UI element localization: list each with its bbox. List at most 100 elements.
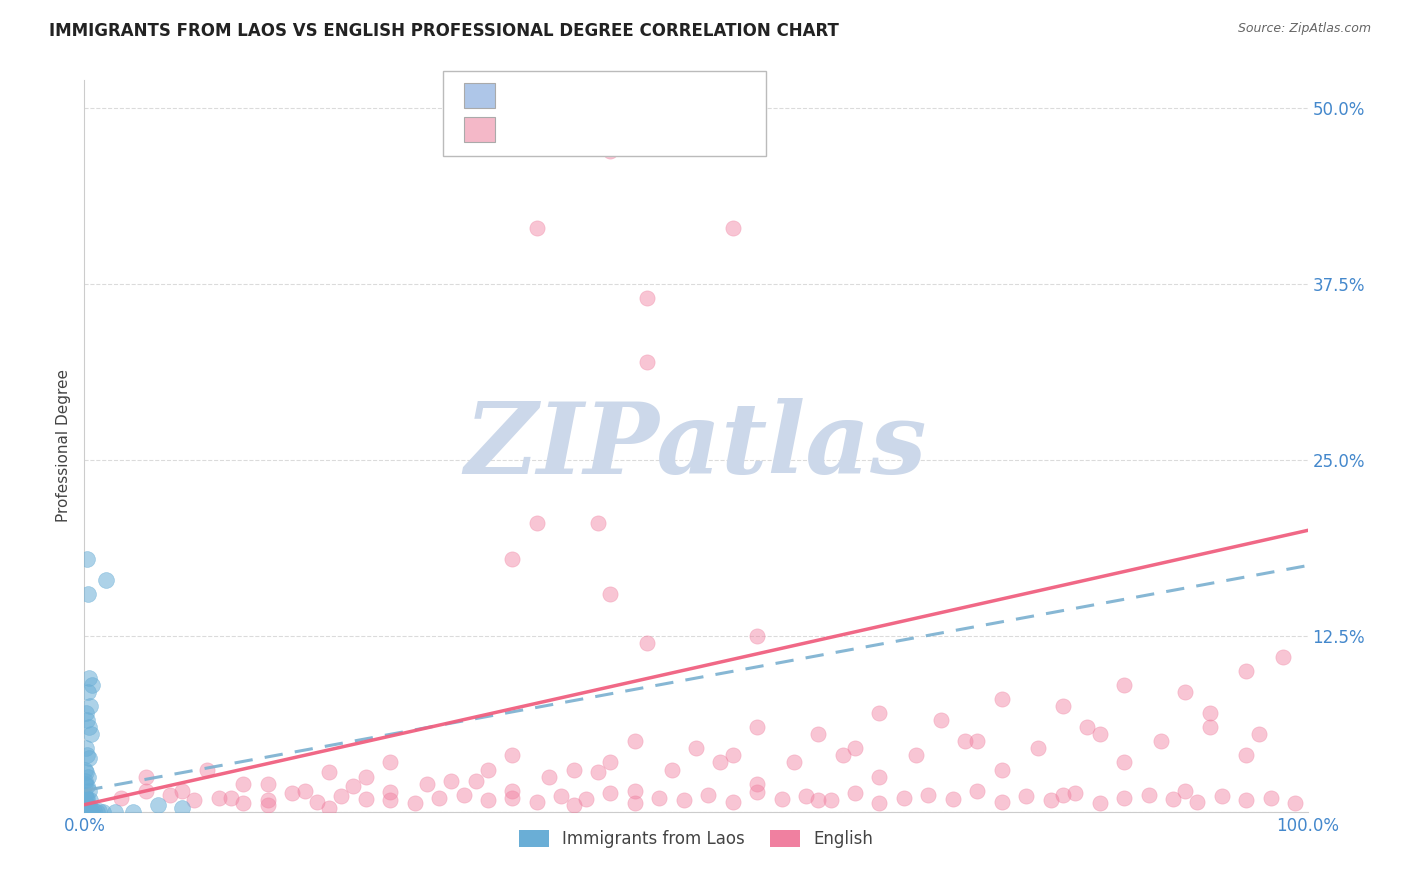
Point — [77, 685, 100, 699]
Legend: Immigrants from Laos, English: Immigrants from Laos, English — [512, 823, 880, 855]
Point — [76, 714, 98, 728]
Point — [599, 144, 621, 158]
Text: R =: R = — [506, 88, 540, 103]
Point — [87, 804, 110, 818]
Point — [502, 790, 524, 805]
Point — [427, 790, 450, 805]
Point — [721, 748, 744, 763]
Point — [76, 804, 98, 818]
Point — [380, 793, 402, 807]
Point — [354, 792, 377, 806]
Point — [661, 763, 683, 777]
Point — [75, 804, 97, 818]
Point — [1088, 797, 1111, 811]
Point — [73, 802, 96, 816]
Point — [929, 714, 952, 728]
Point — [831, 748, 853, 763]
Point — [77, 671, 100, 685]
Point — [172, 800, 194, 814]
Point — [953, 734, 976, 748]
Point — [1076, 720, 1098, 734]
Point — [342, 780, 364, 794]
Point — [135, 770, 157, 784]
Point — [672, 793, 695, 807]
Point — [1064, 787, 1087, 801]
Point — [404, 797, 426, 811]
Point — [636, 291, 658, 305]
Point — [75, 803, 97, 817]
Point — [75, 805, 97, 819]
Point — [453, 788, 475, 802]
Point — [1187, 795, 1209, 809]
Point — [599, 787, 621, 801]
Point — [1150, 734, 1173, 748]
Point — [76, 805, 98, 819]
Point — [624, 783, 647, 797]
Point — [73, 763, 96, 777]
Text: 62: 62 — [658, 88, 679, 103]
Point — [73, 773, 96, 788]
Point — [869, 797, 891, 811]
Point — [73, 795, 96, 809]
Point — [91, 805, 114, 819]
Point — [73, 805, 96, 819]
Point — [991, 692, 1014, 706]
Point — [502, 748, 524, 763]
Point — [747, 776, 769, 790]
Point — [257, 776, 280, 790]
Point — [146, 797, 169, 812]
Point — [1174, 685, 1197, 699]
Point — [172, 783, 194, 797]
Point — [135, 783, 157, 797]
Point — [75, 804, 97, 818]
Point — [77, 751, 100, 765]
Point — [905, 748, 928, 763]
Point — [76, 792, 98, 806]
Point — [76, 797, 98, 812]
Point — [75, 797, 97, 811]
Point — [75, 803, 97, 817]
Point — [917, 788, 939, 802]
Point — [159, 788, 181, 802]
Point — [73, 804, 96, 818]
Point — [624, 797, 647, 811]
Point — [1114, 756, 1136, 770]
Point — [77, 720, 100, 734]
Point — [697, 788, 720, 802]
Point — [991, 795, 1014, 809]
Point — [80, 727, 103, 741]
Point — [807, 793, 830, 807]
Point — [747, 720, 769, 734]
Text: N =: N = — [616, 88, 650, 103]
Point — [1088, 727, 1111, 741]
Point — [122, 805, 145, 819]
Point — [77, 770, 100, 784]
Text: N =: N = — [616, 122, 650, 136]
Point — [80, 678, 103, 692]
Point — [648, 790, 671, 805]
Point — [195, 763, 218, 777]
Point — [318, 765, 340, 780]
Point — [80, 805, 103, 819]
Text: 0.455: 0.455 — [551, 122, 599, 136]
Point — [73, 804, 96, 818]
Point — [440, 773, 463, 788]
Point — [86, 805, 108, 819]
Point — [991, 763, 1014, 777]
Text: IMMIGRANTS FROM LAOS VS ENGLISH PROFESSIONAL DEGREE CORRELATION CHART: IMMIGRANTS FROM LAOS VS ENGLISH PROFESSI… — [49, 22, 839, 40]
Point — [526, 221, 548, 235]
Point — [354, 770, 377, 784]
Point — [1236, 793, 1258, 807]
Point — [1198, 706, 1220, 721]
Point — [526, 516, 548, 531]
Point — [76, 803, 98, 817]
Point — [75, 776, 97, 790]
Point — [73, 804, 96, 818]
Text: ZIPatlas: ZIPatlas — [465, 398, 927, 494]
Point — [219, 790, 242, 805]
Point — [79, 804, 101, 818]
Point — [73, 788, 96, 802]
Point — [869, 770, 891, 784]
Point — [747, 629, 769, 643]
Point — [75, 805, 97, 819]
